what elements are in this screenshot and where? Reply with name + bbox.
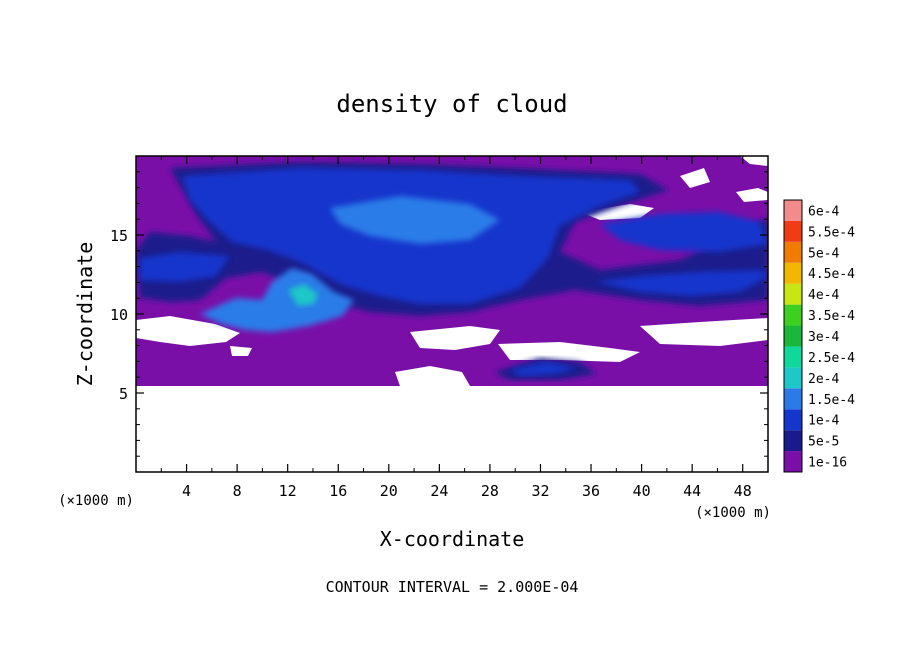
x-tick-label: 48 [734, 482, 752, 500]
y-tick-label: 10 [110, 306, 128, 324]
colorbar-swatch [784, 200, 802, 221]
colorbar-label: 5e-5 [808, 435, 839, 450]
x-tick-label: 4 [182, 482, 191, 500]
y-tick-label: 15 [110, 227, 128, 245]
clear-gap [680, 168, 710, 188]
x-axis-label: X-coordinate [380, 527, 525, 551]
colorbar-swatch [784, 367, 802, 389]
clear-gap [410, 326, 500, 350]
clear-gap [498, 342, 640, 362]
x-tick-label: 24 [430, 482, 448, 500]
colorbar-label: 3e-4 [808, 330, 839, 345]
x-tick-label: 36 [582, 482, 600, 500]
y-axis-label: Z-coordinate [73, 242, 97, 387]
colorbar-swatch [784, 388, 802, 410]
colorbar-swatch [784, 304, 802, 326]
colorbar-label: 6e-4 [808, 204, 839, 219]
colorbar-border [783, 199, 803, 473]
clear-gap [136, 316, 240, 346]
colorbar-swatch [784, 451, 802, 472]
colorbar-label: 1e-16 [808, 456, 847, 471]
colorbar-swatch [784, 241, 802, 263]
contour-interval-note: CONTOUR INTERVAL = 2.000E-04 [326, 578, 579, 596]
x-tick-label: 40 [633, 482, 651, 500]
colorbar-label: 5.5e-4 [808, 225, 855, 240]
colorbar-swatch [784, 325, 802, 347]
x-tick-label: 44 [683, 482, 701, 500]
y-tick-label: 5 [119, 385, 128, 403]
clear-gap [230, 346, 252, 356]
y-axis-unit: (×1000 m) [58, 493, 134, 509]
clear-lower [136, 386, 768, 472]
colorbar-swatch [784, 346, 802, 368]
colorbar: 1e-16 5e-5 1e-4 1.5e-4 2e-4 2.5e-4 3e-4 3.5e-4 4… [783, 199, 855, 473]
clear-gap [395, 366, 470, 386]
region-level-2 [510, 362, 576, 376]
colorbar-label: 1e-4 [808, 414, 839, 429]
colorbar-swatch [784, 409, 802, 431]
x-tick-label: 16 [329, 482, 347, 500]
x-tick-label: 12 [279, 482, 297, 500]
colorbar-swatch [784, 430, 802, 452]
x-tick-label: 28 [481, 482, 499, 500]
clear-gap [740, 156, 768, 166]
y-axis: 5 10 15 [110, 171, 768, 457]
x-axis-unit: (×1000 m) [695, 505, 771, 521]
colorbar-label: 2e-4 [808, 372, 839, 387]
clear-gap [580, 204, 654, 220]
colorbar-label: 1.5e-4 [808, 393, 855, 408]
colorbar-label: 2.5e-4 [808, 351, 855, 366]
chart-title: density of cloud [336, 90, 567, 118]
colorbar-label: 4.5e-4 [808, 267, 855, 282]
colorbar-swatch [784, 262, 802, 284]
colorbar-swatch [784, 220, 802, 242]
x-tick-label: 32 [531, 482, 549, 500]
x-tick-label: 20 [380, 482, 398, 500]
colorbar-swatch [784, 283, 802, 305]
colorbar-label: 3.5e-4 [808, 309, 855, 324]
clear-gap [640, 318, 768, 346]
colorbar-label: 5e-4 [808, 246, 839, 261]
x-axis: 4 8 12 16 20 24 28 32 36 40 44 48 [160, 156, 752, 500]
density-field [136, 156, 768, 472]
colorbar-label: 4e-4 [808, 288, 839, 303]
region-level-4 [288, 284, 318, 306]
clear-gap [736, 188, 768, 202]
region-level-3 [200, 196, 500, 332]
x-tick-label: 8 [233, 482, 242, 500]
